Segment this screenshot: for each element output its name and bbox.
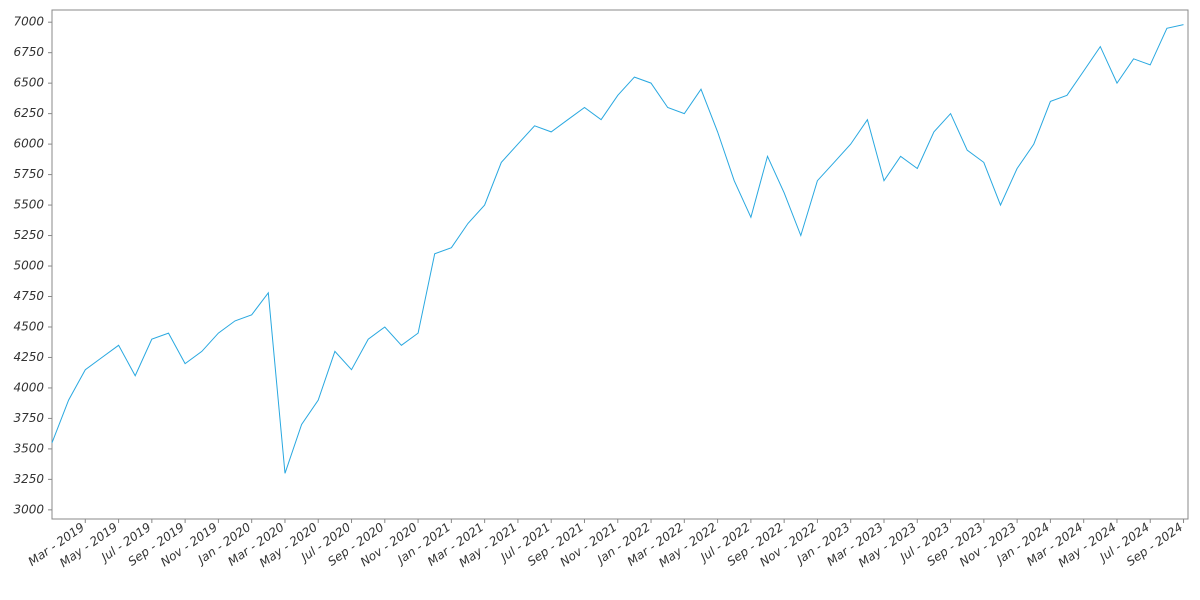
plot-frame [51,9,1189,520]
y-tick-label: 4500 [13,319,44,333]
y-tick-label: 4250 [13,350,44,364]
y-tick-label: 5750 [13,167,44,181]
y-tick-label: 4750 [13,289,44,303]
y-tick-label: 3000 [13,502,44,516]
y-tick-label: 5000 [13,259,44,273]
y-tick-label: 5500 [13,198,44,212]
y-tick-label: 3250 [13,472,44,486]
y-tick-label: 6250 [13,106,44,120]
y-tick-label: 4000 [13,380,44,394]
y-tick-label: 6000 [13,137,44,151]
y-tick-label: 6750 [13,45,44,59]
y-tick-label: 7000 [13,15,44,29]
y-tick-label: 5250 [13,228,44,242]
y-tick-label: 3500 [13,441,44,455]
y-tick-label: 3750 [13,411,44,425]
line [51,24,1184,474]
y-tick-label: 6500 [13,76,44,90]
